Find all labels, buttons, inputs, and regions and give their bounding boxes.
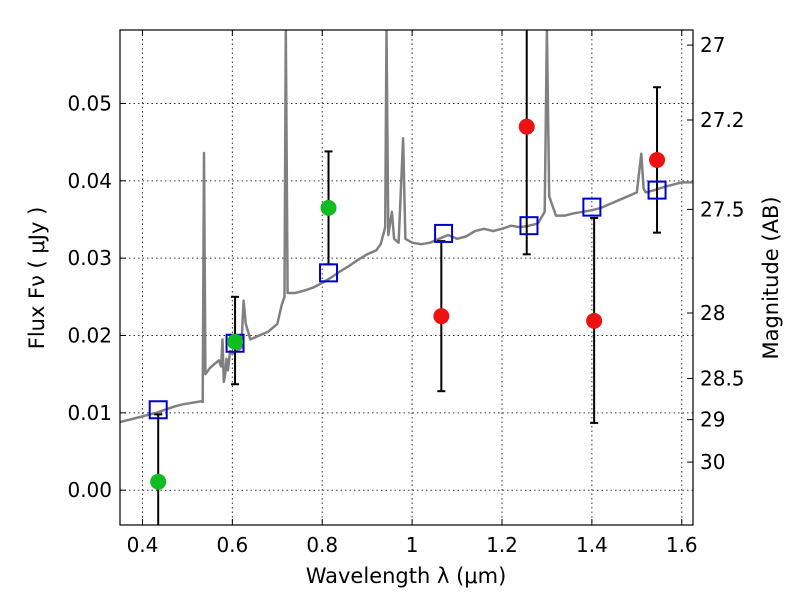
model-point: [647, 180, 667, 200]
measurement-point-green: [227, 333, 244, 350]
measurement-points-layer: [150, 118, 666, 490]
y-tick-label: 0.03: [67, 246, 112, 270]
x-tick-label: 1.6: [666, 533, 698, 557]
measurement-point-green: [150, 473, 167, 490]
y-tick-label: 0.01: [67, 401, 112, 425]
x-tick-label: 0.4: [127, 533, 159, 557]
model-points-layer: [148, 180, 667, 420]
model-point: [319, 263, 339, 283]
model-point: [148, 400, 168, 420]
y-axis-label: Flux Fν ( μJy ): [25, 207, 49, 350]
y-tick-label: 0.02: [67, 324, 112, 348]
x-tick-label: 1: [406, 533, 419, 557]
x-tick-label: 0.6: [216, 533, 248, 557]
x-tick-label: 0.8: [306, 533, 338, 557]
mag-tick-label: 30: [700, 450, 725, 474]
y-axis-right-label: Magnitude (AB): [759, 196, 783, 359]
ticks-layer: 0.4 0.6 0.8 1 1.2 1.4 1.6 0.00 0.01 0.02 0.03 0.04 0…: [67, 30, 745, 557]
errorbar-layer: [154, 30, 662, 525]
plot-frame: [119, 29, 694, 526]
measurement-point-red: [433, 308, 450, 325]
mag-tick-label: 27.2: [700, 108, 745, 132]
mag-tick-label: 29: [700, 408, 725, 432]
mag-tick-label: 28: [700, 301, 725, 325]
mag-tick-label: 27: [700, 33, 725, 57]
y-tick-label: 0.04: [67, 169, 112, 193]
x-tick-label: 1.4: [576, 533, 608, 557]
model-point: [582, 197, 602, 217]
measurement-point-red: [586, 312, 603, 329]
y-tick-label: 0.00: [67, 478, 112, 502]
model-point: [434, 223, 454, 243]
grid-layer: [120, 30, 693, 525]
x-tick-label: 1.2: [486, 533, 518, 557]
model-point: [519, 216, 539, 236]
measurement-point-green: [320, 199, 337, 216]
measurement-point-red: [649, 151, 666, 168]
x-axis-label: Wavelength λ (μm): [306, 564, 507, 588]
mag-tick-label: 28.5: [700, 366, 745, 390]
measurement-point-red: [518, 118, 535, 135]
model-spectrum-line: [120, 30, 693, 424]
spectrum-layer: [120, 30, 693, 424]
y-tick-label: 0.05: [67, 91, 112, 115]
mag-tick-label: 27.5: [700, 197, 745, 221]
